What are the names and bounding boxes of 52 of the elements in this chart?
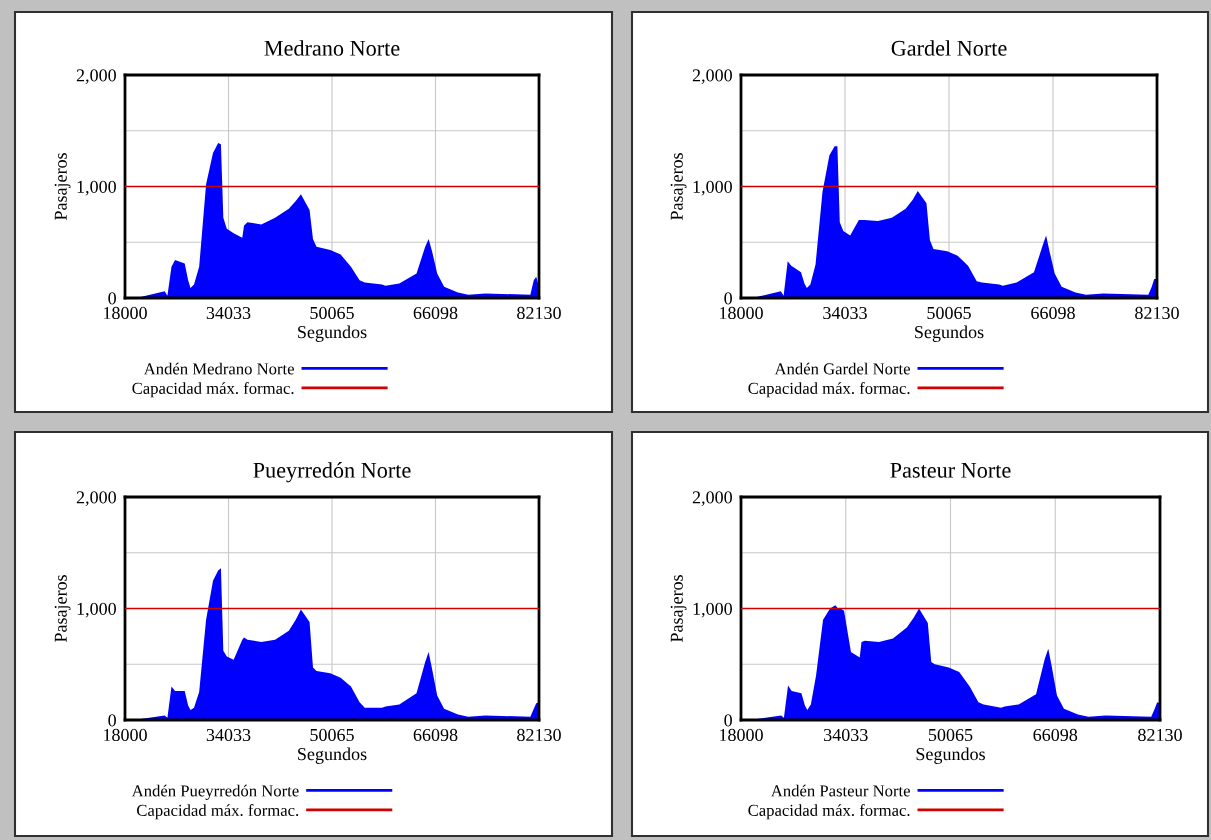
- x-tick-label: 18000: [720, 728, 763, 742]
- legend-label: Andén Medrano Norte: [143, 362, 294, 375]
- x-tick-label: 50065: [928, 728, 973, 742]
- x-tick-label: 34033: [824, 728, 868, 742]
- x-axis-title: Segundos: [916, 747, 985, 764]
- chart-title: Medrano Norte: [264, 40, 400, 56]
- y-tick-label: 0: [108, 714, 116, 727]
- x-tick-label: 34033: [823, 306, 867, 320]
- y-tick-label: 1,000: [77, 602, 116, 618]
- y-tick-label: 0: [724, 292, 732, 305]
- x-tick-label: 18000: [104, 306, 147, 320]
- x-axis-title: Segundos: [915, 325, 984, 342]
- y-tick-label: 2,000: [692, 69, 732, 85]
- chart-title: Gardel Norte: [891, 40, 1007, 56]
- x-tick-label: 50065: [310, 728, 354, 742]
- x-tick-label: 34033: [206, 728, 251, 742]
- x-tick-label: 82130: [1135, 306, 1179, 320]
- y-axis-title: Pasajeros: [54, 575, 71, 643]
- y-tick-label: 1,000: [693, 602, 732, 618]
- x-tick-label: 82130: [1138, 728, 1182, 742]
- legend-label: Andén Gardel Norte: [774, 362, 910, 375]
- x-axis-title: Segundos: [298, 747, 367, 764]
- chart-title: Pueyrredón Norte: [253, 462, 411, 483]
- y-tick-label: 0: [108, 292, 116, 305]
- legend-label: Andén Pasteur Norte: [770, 784, 910, 797]
- legend-label: Andén Pueyrredón Norte: [131, 784, 299, 800]
- x-tick-label: 50065: [310, 306, 354, 320]
- x-tick-label: 18000: [720, 306, 763, 320]
- chart-title: Pasteur Norte: [890, 463, 1011, 478]
- y-tick-label: 2,000: [76, 491, 116, 507]
- x-tick-label: 66098: [1033, 728, 1078, 742]
- y-tick-label: 2,000: [692, 491, 732, 507]
- x-tick-label: 82130: [517, 306, 561, 320]
- y-tick-label: 1,000: [693, 180, 732, 196]
- x-tick-label: 50065: [927, 306, 971, 320]
- legend-label: Capacidad máx. formac.: [748, 804, 910, 820]
- x-tick-label: 82130: [517, 728, 561, 742]
- y-axis-title: Pasajeros: [670, 153, 687, 221]
- y-tick-label: 2,000: [76, 69, 116, 85]
- legend-label: Capacidad máx. formac.: [137, 804, 299, 820]
- legend-label: Capacidad máx. formac.: [748, 382, 910, 398]
- x-tick-label: 66098: [413, 306, 458, 320]
- legend-label: Capacidad máx. formac.: [132, 382, 294, 398]
- y-axis-title: Pasajeros: [54, 153, 71, 221]
- x-tick-label: 34033: [206, 306, 251, 320]
- x-axis-title: Segundos: [298, 325, 367, 342]
- y-tick-label: 0: [724, 714, 732, 727]
- y-tick-label: 1,000: [77, 180, 116, 196]
- x-tick-label: 66098: [1031, 306, 1075, 320]
- x-tick-label: 66098: [413, 728, 458, 742]
- x-tick-label: 18000: [104, 728, 147, 742]
- y-axis-title: Pasajeros: [670, 575, 687, 643]
